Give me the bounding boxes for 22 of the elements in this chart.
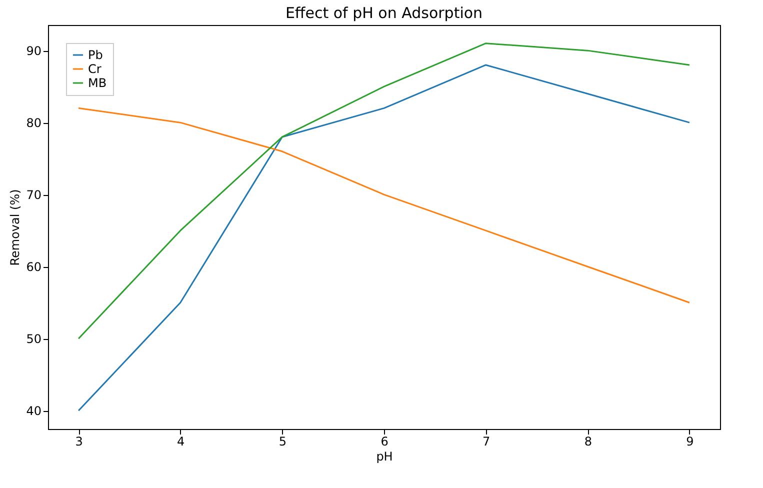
x-tick-label: 4 [177,434,185,448]
x-tick-label: 5 [278,434,286,448]
line-series [78,42,690,340]
x-tick-label: 3 [75,434,83,448]
x-tick-label: 7 [482,434,490,448]
chart-title: Effect of pH on Adsorption [285,4,483,22]
x-axis-title: pH [376,450,393,464]
y-tick-label: 90 [26,44,42,58]
legend-label: MB [88,76,107,90]
x-tick-label: 8 [584,434,592,448]
y-tick-label: 40 [26,404,42,418]
y-tick-label: 80 [26,116,42,130]
legend-label: Pb [88,48,103,62]
y-axis-title: Removal (%) [8,189,22,266]
line-series [78,64,690,412]
x-tick-label: 9 [686,434,694,448]
y-tick-label: 50 [26,332,42,346]
line-series [78,107,690,304]
y-tick-label: 60 [26,260,42,274]
y-tick-label: 70 [26,188,42,202]
x-tick-label: 6 [380,434,388,448]
legend-label: Cr [88,62,102,76]
